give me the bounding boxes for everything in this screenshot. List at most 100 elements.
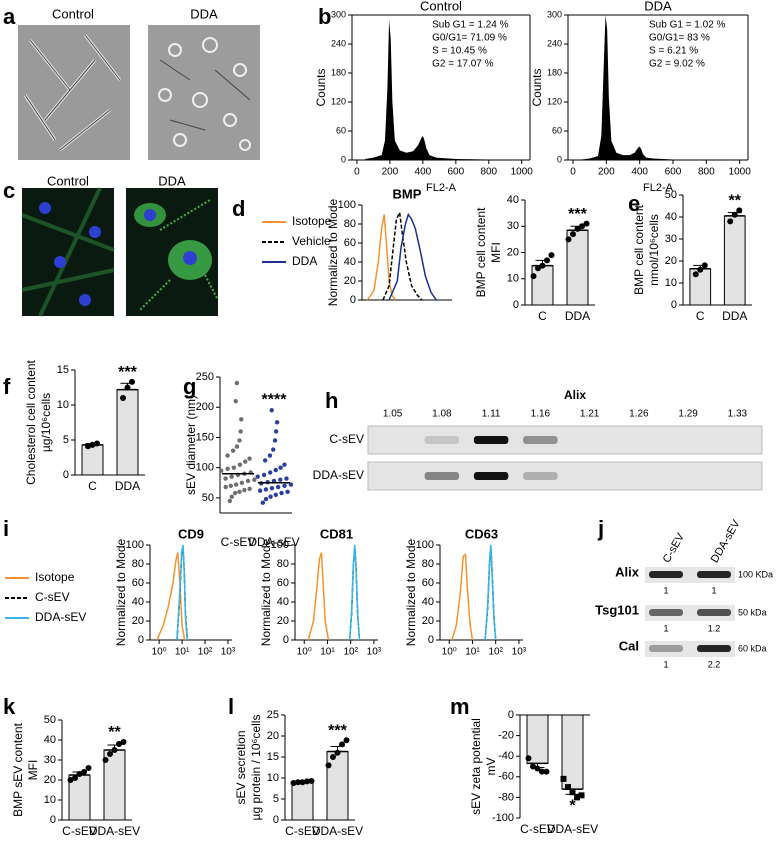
chart-title: CD63	[465, 526, 498, 541]
y-tick-label: 20	[507, 246, 519, 258]
blot-title: Alix	[564, 388, 586, 402]
x-tick-label: 1000	[511, 167, 534, 178]
significance: **	[729, 193, 742, 210]
blot-band	[649, 571, 683, 578]
blot-row-label: Alix	[615, 564, 640, 579]
y-tick-label: 60	[277, 577, 289, 589]
data-point	[574, 225, 581, 232]
x-tick-label: C-sEV	[520, 822, 555, 836]
micrograph-label: Control	[52, 6, 94, 21]
data-point	[227, 498, 233, 504]
y-tick-label: 60	[344, 237, 356, 249]
density-label: 1.08	[432, 409, 452, 420]
fluorescence-control	[21, 187, 115, 317]
chart: 0 20 40 60 80 100 10⁰ 10¹ 10² 10³ CD81 Normalized t…	[259, 526, 382, 657]
data-point	[239, 417, 244, 422]
blot-size: 100 KDa	[738, 569, 773, 579]
y-tick-label: 180	[331, 67, 346, 77]
chart: 0 -20 -40 -60 -80 -100 sEV zeta potential mV * C-…	[469, 709, 598, 836]
y-tick-label: 10	[44, 794, 56, 806]
y-tick-label: 40	[507, 194, 519, 206]
y-tick-label: 10	[57, 399, 69, 411]
x-tick-label: 0	[570, 167, 576, 178]
chart: 50 100 150 200 250 sEV diameter (nm) C-sEVDDA-…	[184, 371, 300, 549]
y-axis-label: Normalized to Mode	[326, 198, 340, 306]
y-tick-label: 5	[63, 434, 69, 446]
data-point	[116, 741, 122, 747]
data-point	[275, 484, 281, 490]
bar	[723, 215, 746, 306]
data-point	[271, 447, 276, 452]
data-point	[261, 472, 267, 478]
panel-letter: j	[597, 516, 604, 541]
y-axis-label: BMP sEV content	[11, 722, 25, 816]
data-point	[225, 466, 230, 472]
density-label: 1.29	[678, 409, 698, 420]
data-point	[570, 231, 576, 238]
data-point	[530, 763, 536, 770]
blot-ratio: 1	[711, 585, 716, 595]
micrograph-dda	[148, 25, 260, 160]
micrograph-label: DDA	[190, 6, 218, 21]
x-tick-label: C-sEV	[221, 535, 256, 549]
data-point	[701, 262, 708, 269]
data-point	[330, 754, 336, 760]
data-point	[583, 220, 590, 227]
data-point	[278, 465, 283, 470]
y-tick-label: 240	[547, 38, 562, 48]
significance: *	[569, 798, 576, 815]
data-point	[692, 271, 699, 278]
y-tick-label: 300	[331, 9, 346, 19]
panel-letter: k	[3, 694, 16, 719]
panel-letter: m	[450, 694, 470, 719]
data-point	[237, 462, 243, 467]
x-tick-label: 1000	[729, 167, 752, 178]
annotation: G2 = 17.07 %	[432, 59, 494, 70]
y-tick-label: 30	[665, 233, 677, 245]
data-point	[234, 444, 240, 449]
data-point	[262, 458, 268, 463]
panel-letter: e	[628, 191, 640, 216]
y-tick-label: 15	[57, 364, 69, 376]
data-point	[548, 252, 555, 259]
data-point	[308, 777, 315, 784]
y-tick-label: 0	[557, 154, 562, 164]
data-point	[239, 480, 245, 485]
y-axis-label: BMP cell content	[474, 207, 488, 297]
y-tick-label: 40	[132, 596, 144, 608]
data-point	[274, 420, 280, 425]
panel-letter: a	[3, 4, 16, 29]
annotation: G2 = 9.02 %	[649, 59, 705, 70]
data-point	[242, 487, 247, 493]
data-point	[237, 489, 242, 495]
blot-row-label: Tsg101	[595, 602, 639, 617]
blot-row-label: C-sEV	[329, 432, 364, 446]
blot-band	[523, 472, 558, 480]
chart-title: BMP	[393, 186, 422, 201]
blot-band	[649, 609, 683, 616]
y-tick-label: 100	[338, 199, 356, 211]
data-point	[269, 408, 274, 413]
data-point	[85, 443, 91, 450]
data-point	[578, 792, 585, 799]
legend-label: DDA	[292, 254, 317, 268]
data-point	[534, 765, 541, 772]
y-tick-label: -100	[492, 812, 514, 824]
series-line	[176, 544, 189, 641]
y-axis-label: Normalized to Mode	[114, 538, 128, 646]
y-tick-label: -80	[498, 791, 514, 803]
data-point	[257, 488, 263, 493]
y-tick-label: 50	[202, 492, 214, 504]
data-point	[223, 484, 228, 490]
y-tick-label: 60	[336, 125, 346, 135]
chart: 0 5 10 15 Cholesterol cell content µg/10⁶cell…	[24, 359, 145, 493]
x-tick-label: 400	[415, 167, 432, 178]
y-tick-label: 120	[547, 96, 562, 106]
x-tick-label: 600	[665, 167, 682, 178]
chart: 0 10 20 30 40 50 BMP sEV content MFI ** C-sEVDDA-…	[11, 714, 140, 838]
annotation: Sub G1 = 1.24 %	[432, 20, 509, 31]
y-tick-label: 20	[277, 615, 289, 627]
chart: 0 20 40 60 80 100 BMP Normalized to ModeIsotope…	[262, 186, 452, 306]
blot-band	[697, 645, 731, 652]
y-tick-label: 0	[283, 634, 289, 646]
